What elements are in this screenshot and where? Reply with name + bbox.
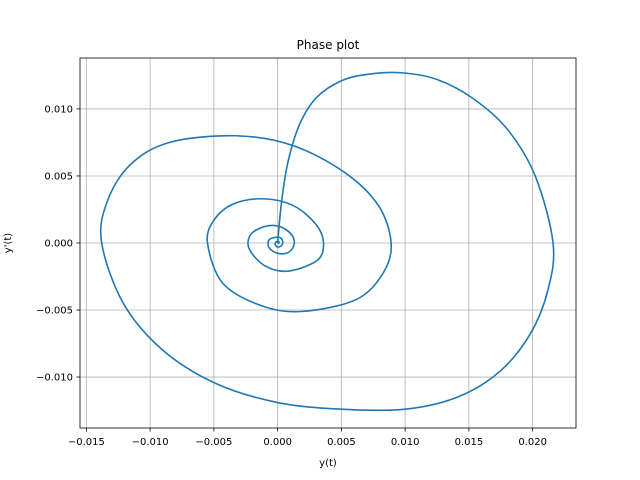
x-tick-label: −0.010 — [132, 437, 169, 448]
y-tick-label: 0.000 — [44, 239, 73, 250]
series-layer — [99, 71, 555, 412]
y-tick-label: 0.005 — [44, 171, 73, 182]
grid-layer — [80, 58, 576, 428]
x-tick-label: 0.010 — [391, 437, 420, 448]
y-axis-label: y'(t) — [3, 233, 14, 253]
x-tick-label: 0.000 — [263, 437, 292, 448]
x-tick-label: 0.005 — [327, 437, 356, 448]
phase-trajectory-line — [99, 71, 555, 412]
x-tick-label: −0.005 — [195, 437, 232, 448]
x-tick-label: 0.015 — [455, 437, 484, 448]
chart-title: Phase plot — [297, 38, 360, 52]
x-tick-label: 0.020 — [518, 437, 547, 448]
x-tick-label: −0.015 — [68, 437, 105, 448]
x-axis-label: y(t) — [319, 458, 337, 469]
tick-layer: −0.015 −0.010 −0.005 0.000 0.005 0.010 0.015 0.… — [36, 104, 547, 448]
y-tick-label: −0.005 — [36, 306, 73, 317]
y-tick-label: 0.010 — [44, 104, 73, 115]
y-tick-label: −0.010 — [36, 373, 73, 384]
